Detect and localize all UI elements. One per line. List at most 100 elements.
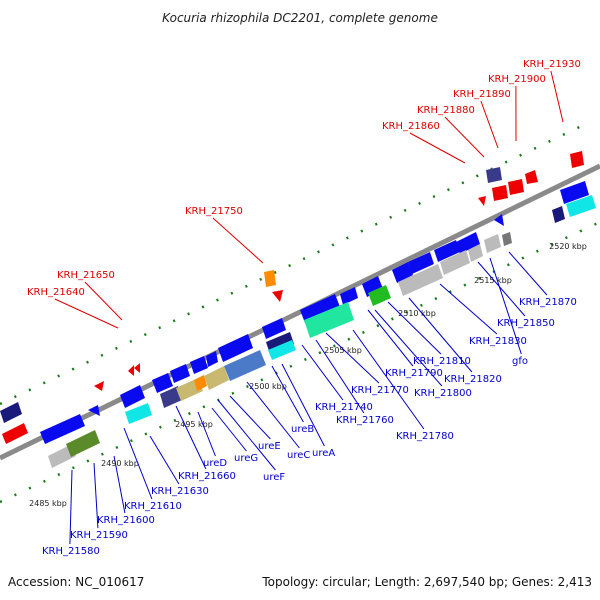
gene-feature: [525, 170, 538, 184]
leader-line: [217, 399, 276, 471]
gene-feature: [560, 181, 589, 204]
leader-line: [175, 405, 207, 470]
gene-feature: [570, 151, 584, 168]
accession-text: Accession: NC_010617: [8, 575, 144, 589]
gene-label: KRH_21800: [414, 388, 472, 399]
gene-feature: [440, 250, 470, 275]
gene-feature: [160, 386, 182, 408]
gene-label: KRH_21810: [413, 356, 471, 367]
forward-strand-genes: [0, 151, 584, 444]
leader-line: [301, 344, 344, 401]
gene-label-callout: gfo: [489, 257, 528, 367]
leader-line: [69, 469, 73, 545]
leader-line: [197, 411, 216, 457]
tick-label: 2485 kbp: [29, 499, 67, 508]
gene-feature: [392, 262, 413, 283]
leader-line: [352, 329, 425, 430]
gene-label-callout: KRH_21580: [42, 469, 100, 557]
leader-line: [439, 283, 498, 335]
gene-label-callout: KRH_21870: [508, 251, 577, 308]
gene-feature: [398, 264, 443, 296]
gene-feature: [300, 294, 340, 323]
leader-line: [211, 407, 247, 452]
tick-label: 2515 kbp: [474, 276, 512, 285]
gene-label-callout: KRH_21780: [352, 329, 454, 442]
leader-line: [409, 132, 466, 164]
leader-line: [408, 297, 473, 373]
kbp-tick-marks: 2485 kbp 2490 kbp 2495 kbp 2500 kbp 2505 kbp…: [29, 242, 587, 508]
gene-label-callout: KRH_21800: [374, 309, 472, 399]
gene-feature: [272, 290, 283, 302]
gene-feature: [134, 363, 140, 373]
gene-label: KRH_21600: [97, 515, 155, 526]
gene-label: ureA: [312, 448, 335, 459]
gene-label: KRH_21780: [396, 431, 454, 442]
gene-feature: [204, 366, 229, 390]
tick-label: 2520 kbp: [549, 242, 587, 251]
gene-feature: [170, 364, 190, 383]
genome-summary-text: Topology: circular; Length: 2,697,540 bp…: [261, 575, 592, 589]
gene-feature: [368, 285, 391, 306]
gene-label: KRH_21820: [444, 374, 502, 385]
gene-label: KRH_21640: [27, 287, 85, 298]
gene-label-callout: KRH_21610: [123, 427, 182, 512]
gene-feature: [66, 430, 100, 457]
gene-feature: [0, 402, 22, 423]
gene-label-callout: KRH_21930: [523, 59, 581, 123]
gene-feature: [262, 318, 286, 339]
gene-feature: [468, 244, 483, 262]
gene-label-callout: KRH_21830: [439, 283, 527, 347]
leader-line: [212, 217, 264, 264]
leader-line: [149, 435, 180, 485]
tick-label: 2490 kbp: [101, 459, 139, 468]
upper-dot-track: [0, 120, 591, 406]
gene-label: KRH_21770: [351, 385, 409, 396]
gene-label-callout: KRH_21860: [382, 121, 466, 164]
gene-label-callout: KRH_21590: [70, 462, 128, 541]
leader-line: [444, 116, 485, 158]
leader-line: [325, 332, 380, 384]
gene-feature: [304, 302, 354, 338]
gene-feature: [494, 214, 504, 226]
tick-label: 2510 kbp: [398, 309, 436, 318]
gene-feature: [190, 356, 208, 374]
gene-feature: [566, 195, 596, 217]
gene-feature: [268, 340, 296, 360]
gene-feature: [88, 405, 100, 416]
tick-label: 2495 kbp: [175, 420, 213, 429]
gene-label: KRH_21580: [42, 546, 100, 557]
leader-line: [367, 309, 414, 367]
gene-label: KRH_21760: [336, 415, 394, 426]
leader-line: [489, 257, 522, 355]
gene-feature: [264, 270, 276, 287]
gene-label-callout: KRH_21740: [301, 344, 373, 413]
gene-feature: [502, 232, 512, 246]
gene-label-callout: ureG: [211, 407, 258, 464]
gene-label-callout: ureF: [217, 399, 285, 483]
gene-label: ureC: [287, 450, 310, 461]
gene-label: KRH_21850: [497, 318, 555, 329]
gene-feature: [2, 423, 28, 444]
leader-line: [93, 462, 99, 529]
leader-line: [374, 309, 443, 387]
gene-label-callout: KRH_21600: [97, 455, 155, 526]
map-title: Kocuria rhizophila DC2201, complete geno…: [162, 11, 438, 25]
leader-line: [246, 381, 300, 449]
gene-label: gfo: [512, 356, 528, 367]
leader-line: [477, 261, 526, 317]
gene-label: ureD: [203, 458, 227, 469]
gene-feature: [552, 206, 565, 223]
gene-label: KRH_21610: [124, 501, 182, 512]
leader-line: [480, 100, 499, 149]
gene-feature: [40, 414, 85, 444]
reverse-strand-genes: [40, 181, 596, 468]
gene-feature: [120, 385, 145, 408]
gene-label-callout: KRH_21650: [57, 270, 123, 321]
gene-label-callout: KRH_21750: [185, 206, 264, 264]
gene-label: ureF: [263, 472, 285, 483]
gene-feature: [508, 179, 524, 195]
gene-feature: [486, 167, 502, 183]
gene-label: KRH_21740: [315, 402, 373, 413]
gene-feature: [484, 234, 501, 253]
